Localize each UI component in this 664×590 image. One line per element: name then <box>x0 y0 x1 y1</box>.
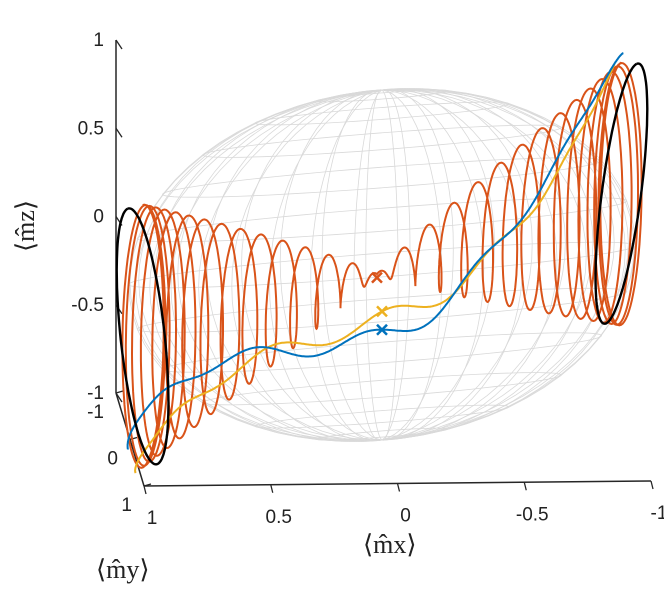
z-tick-label: 0 <box>93 207 104 228</box>
y-tick-label: 0 <box>107 449 118 470</box>
series-layer <box>115 52 649 474</box>
y-tick-label: 1 <box>121 495 132 516</box>
z-tick-label: 1 <box>93 30 104 51</box>
longitude-line <box>149 88 615 442</box>
x-tick-label: 0 <box>400 506 411 527</box>
longitude-line <box>231 88 533 442</box>
longitude-line <box>353 88 411 442</box>
x-tick-label: 1 <box>147 508 158 529</box>
z-tick-mark <box>115 127 123 138</box>
longitude-line <box>321 89 443 441</box>
latitude-line <box>254 404 510 429</box>
y-axis-label: ⟨m̂y⟩ <box>96 555 150 584</box>
z-tick-mark <box>115 39 123 50</box>
longitude-line <box>206 89 558 441</box>
y-tick-mark <box>129 436 138 441</box>
longitude-line <box>241 89 523 441</box>
z-tick-label: -0.5 <box>71 295 104 316</box>
x-axis-label: ⟨m̂x⟩ <box>363 530 417 559</box>
x-tick-mark <box>270 484 274 493</box>
x-tick-mark <box>396 483 401 492</box>
longitude-line <box>177 89 587 441</box>
longitude-line <box>310 88 454 442</box>
longitude-line <box>279 89 485 441</box>
x-tick-mark <box>143 485 147 495</box>
x-tick-mark <box>650 480 654 490</box>
longitude-line <box>365 89 399 441</box>
y-tick-mark <box>143 483 152 487</box>
longitude-line <box>170 88 594 442</box>
latitude-line <box>254 101 510 126</box>
series-orange-end-marker <box>371 271 383 284</box>
z-axis-label: ⟨m̂z⟩ <box>11 200 40 252</box>
z-tick-label: -1 <box>87 383 104 404</box>
longitude-line <box>269 88 495 442</box>
x-tick-mark <box>523 482 527 491</box>
series-yellow-end-marker <box>376 305 388 318</box>
y-tick-label: -1 <box>87 402 104 423</box>
boundary-circle-left <box>115 207 170 466</box>
boundary-circle-right <box>594 62 649 325</box>
longitude-line <box>198 88 566 442</box>
series-blue-end-marker <box>376 323 388 336</box>
x-tick-label: -0.5 <box>516 504 549 525</box>
series-orange-spiral <box>121 61 643 469</box>
y-tick-mark <box>115 390 124 394</box>
x-tick-label: -1 <box>651 503 664 524</box>
z-tick-label: 0.5 <box>78 118 104 139</box>
longitude-line <box>129 88 635 442</box>
z-tick-mark <box>115 392 123 403</box>
x-tick-label: 0.5 <box>266 507 292 528</box>
